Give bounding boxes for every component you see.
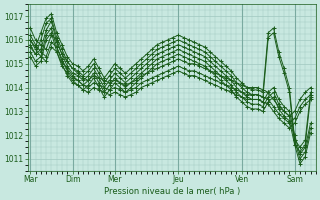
X-axis label: Pression niveau de la mer( hPa ): Pression niveau de la mer( hPa ) xyxy=(104,187,240,196)
